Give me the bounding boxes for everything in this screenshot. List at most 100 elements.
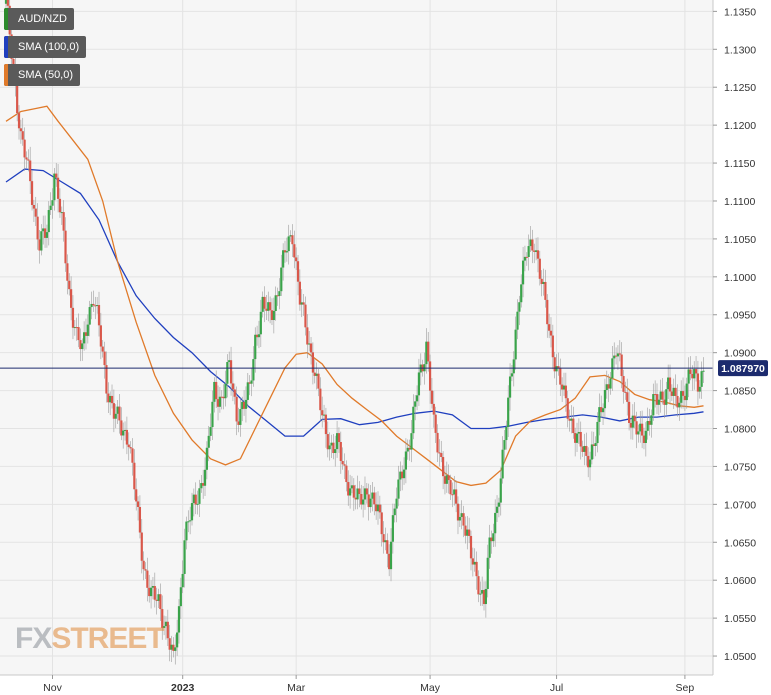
candle-body bbox=[428, 361, 432, 391]
candle-body bbox=[309, 343, 313, 353]
candle-body bbox=[676, 395, 679, 408]
candle-body bbox=[68, 280, 71, 290]
legend-sma50: SMA (50,0) bbox=[4, 64, 81, 86]
candle-body bbox=[378, 504, 381, 513]
candle-body bbox=[259, 311, 262, 335]
y-tick-label: 1.1250 bbox=[724, 82, 756, 94]
candle-body bbox=[246, 382, 249, 400]
candle-body bbox=[215, 381, 218, 400]
candle-body bbox=[404, 451, 407, 470]
candle-body bbox=[17, 113, 21, 129]
candle-body bbox=[30, 181, 34, 205]
candle-body bbox=[237, 421, 240, 425]
candle-body bbox=[672, 387, 675, 396]
candle-body bbox=[90, 303, 93, 308]
candle-body bbox=[665, 389, 668, 405]
candle-body bbox=[533, 250, 536, 252]
candle-body bbox=[27, 159, 30, 161]
candle-body bbox=[202, 483, 205, 486]
candle-body bbox=[607, 384, 610, 389]
y-tick-label: 1.0650 bbox=[724, 537, 756, 549]
candle-body bbox=[261, 296, 264, 312]
candle-body bbox=[562, 385, 566, 390]
candle-body bbox=[430, 390, 434, 404]
candle-body bbox=[614, 355, 618, 357]
candle-body bbox=[135, 489, 138, 502]
candle-body bbox=[53, 173, 56, 201]
x-tick-label: Nov bbox=[43, 682, 62, 694]
candle-body bbox=[272, 311, 275, 321]
candle-body bbox=[32, 204, 35, 209]
sma50-layer bbox=[5, 105, 704, 487]
candle-body bbox=[311, 352, 314, 373]
candle-body bbox=[347, 482, 350, 496]
candle-body bbox=[276, 295, 279, 297]
candle-body bbox=[365, 488, 368, 495]
candle-body bbox=[402, 469, 406, 479]
candle-body bbox=[557, 366, 560, 368]
candle-body bbox=[313, 372, 316, 376]
candle-body bbox=[146, 570, 149, 588]
candle-body bbox=[161, 609, 164, 628]
candle-body bbox=[369, 498, 372, 508]
candle-body bbox=[332, 442, 335, 454]
candle-body bbox=[298, 281, 301, 305]
sma100-line bbox=[5, 168, 704, 437]
candle-body bbox=[112, 403, 115, 419]
candle-body bbox=[330, 442, 333, 446]
candle-body bbox=[540, 278, 543, 284]
candle-body bbox=[287, 236, 290, 252]
candle-body bbox=[88, 307, 91, 325]
candle-body bbox=[213, 381, 216, 402]
candle-body bbox=[86, 324, 89, 336]
candle-body bbox=[468, 529, 471, 536]
candle-body bbox=[133, 462, 136, 490]
x-tick-label: Sep bbox=[676, 682, 695, 694]
candle-body bbox=[218, 396, 221, 407]
candle-body bbox=[568, 418, 571, 421]
candle-body bbox=[477, 576, 480, 595]
candle-body bbox=[548, 324, 551, 331]
candle-body bbox=[194, 494, 197, 505]
candle-body bbox=[229, 360, 233, 384]
candle-body bbox=[185, 521, 188, 541]
candle-body bbox=[667, 377, 670, 390]
candle-body bbox=[462, 513, 465, 526]
y-tick-label: 1.0500 bbox=[724, 651, 756, 663]
sma100-layer bbox=[5, 168, 704, 437]
candle-body bbox=[596, 421, 599, 444]
candle-body bbox=[375, 504, 378, 512]
candle-body bbox=[628, 401, 631, 423]
candle-body bbox=[559, 367, 562, 385]
candle-body bbox=[389, 541, 393, 570]
y-tick-label: 1.1000 bbox=[724, 272, 756, 284]
candle-body bbox=[484, 588, 487, 605]
candle-body bbox=[694, 369, 698, 374]
candle-body bbox=[598, 407, 601, 422]
candle-body bbox=[371, 492, 374, 499]
candle-body bbox=[486, 557, 489, 589]
candle-body bbox=[391, 515, 394, 542]
candle-body bbox=[605, 384, 608, 390]
candle-body bbox=[96, 305, 99, 307]
fxstreet-logo: FXSTREET bbox=[15, 622, 165, 656]
last-price-label: 1.087970 bbox=[721, 363, 765, 375]
candle-body bbox=[494, 512, 497, 534]
candle-body bbox=[415, 395, 419, 402]
candle-body bbox=[244, 399, 248, 409]
candle-body bbox=[399, 471, 402, 480]
symbol-swatch bbox=[4, 8, 8, 30]
candle-body bbox=[527, 246, 530, 257]
candle-body bbox=[624, 391, 627, 393]
candle-body bbox=[618, 353, 621, 355]
last-price-badge: 1.087970 bbox=[718, 360, 768, 377]
candle-body bbox=[190, 503, 194, 521]
candle-body bbox=[579, 431, 582, 447]
candle-body bbox=[696, 373, 700, 392]
candle-body bbox=[153, 586, 156, 600]
candle-body bbox=[529, 239, 532, 247]
candle-body bbox=[469, 535, 473, 559]
y-tick-label: 1.1350 bbox=[724, 6, 756, 18]
candle-body bbox=[107, 393, 110, 403]
candle-body bbox=[603, 389, 607, 409]
